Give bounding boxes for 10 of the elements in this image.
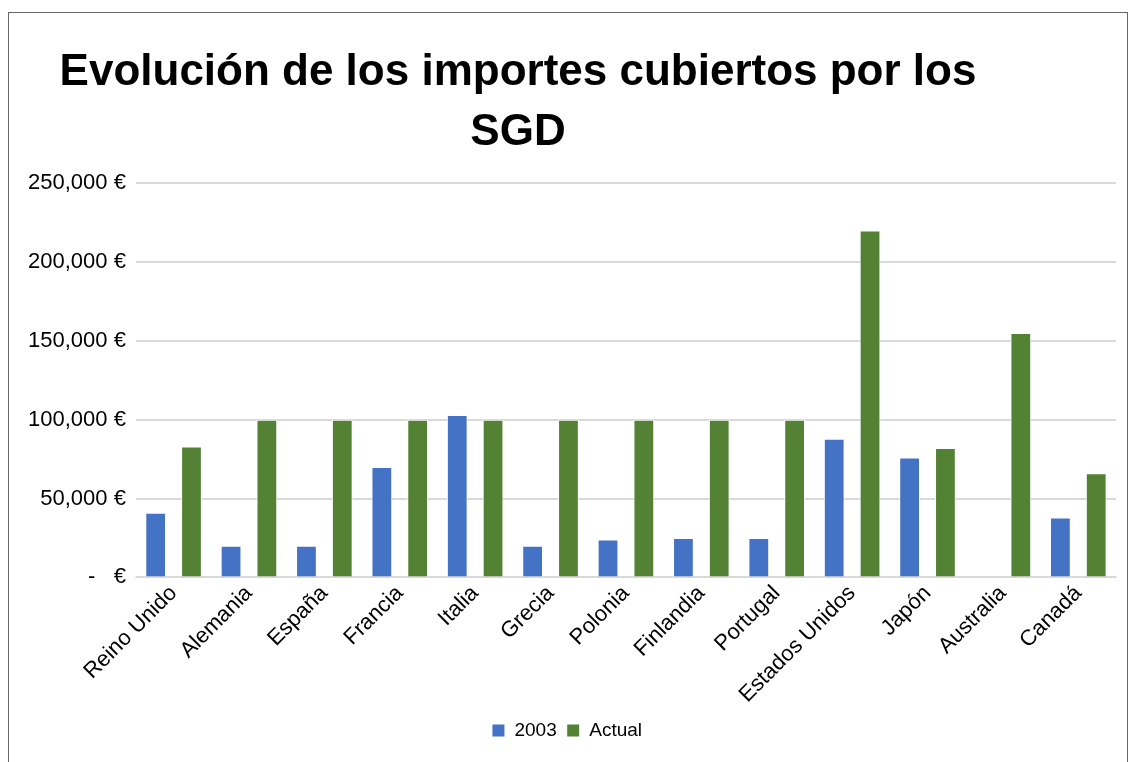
chart-title: Evolución de los importes cubiertos por los SGD — [58, 44, 978, 156]
y-tick-label: 200,000 € — [28, 248, 126, 274]
y-tick-label: 250,000 € — [28, 169, 126, 195]
legend-label: Actual — [589, 718, 643, 740]
y-tick-label: 100,000 € — [28, 405, 126, 431]
x-tick-label: Italia — [432, 579, 484, 631]
legend-label: 2003 — [514, 718, 557, 740]
y-tick-label: 150,000 € — [28, 326, 126, 352]
y-tick-label: - € — [87, 563, 126, 589]
y-tick-label: 50,000 € — [40, 484, 126, 510]
